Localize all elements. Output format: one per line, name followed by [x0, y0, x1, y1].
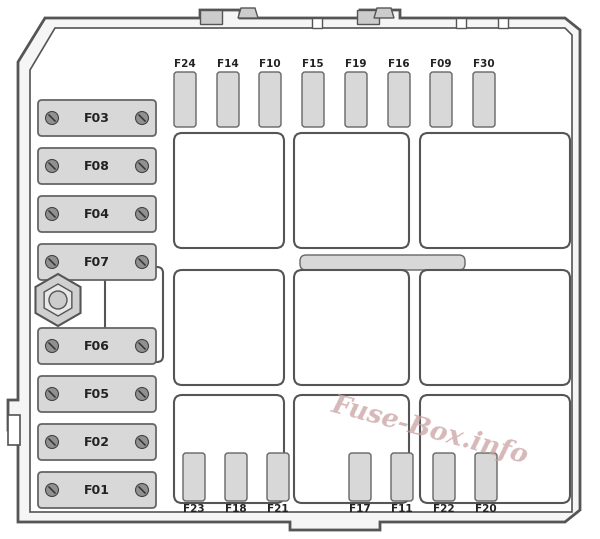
FancyBboxPatch shape: [38, 100, 156, 136]
FancyBboxPatch shape: [217, 72, 239, 127]
FancyBboxPatch shape: [475, 453, 497, 501]
Text: F03: F03: [84, 112, 110, 125]
Text: F07: F07: [84, 255, 110, 268]
Text: F16: F16: [388, 59, 410, 69]
Text: F15: F15: [302, 59, 324, 69]
Circle shape: [136, 160, 149, 172]
Text: F01: F01: [84, 483, 110, 496]
FancyBboxPatch shape: [38, 472, 156, 508]
FancyBboxPatch shape: [225, 453, 247, 501]
Text: F11: F11: [391, 504, 413, 514]
FancyBboxPatch shape: [38, 424, 156, 460]
Circle shape: [136, 340, 149, 353]
FancyBboxPatch shape: [174, 133, 284, 248]
Circle shape: [49, 291, 67, 309]
FancyBboxPatch shape: [38, 376, 156, 412]
Text: F14: F14: [217, 59, 239, 69]
Text: F20: F20: [475, 504, 497, 514]
FancyBboxPatch shape: [294, 133, 409, 248]
Text: F21: F21: [267, 504, 289, 514]
Text: F22: F22: [433, 504, 455, 514]
Text: F04: F04: [84, 208, 110, 220]
Polygon shape: [44, 284, 72, 316]
FancyBboxPatch shape: [420, 270, 570, 385]
Circle shape: [46, 436, 59, 448]
Text: Fuse-Box.info: Fuse-Box.info: [329, 392, 531, 468]
Text: F30: F30: [473, 59, 495, 69]
FancyBboxPatch shape: [302, 72, 324, 127]
Circle shape: [136, 255, 149, 268]
FancyBboxPatch shape: [391, 453, 413, 501]
Bar: [498, 18, 508, 28]
Polygon shape: [30, 28, 572, 512]
Text: F06: F06: [84, 340, 110, 353]
Polygon shape: [35, 274, 80, 326]
FancyBboxPatch shape: [174, 72, 196, 127]
Polygon shape: [374, 8, 394, 18]
FancyBboxPatch shape: [174, 270, 284, 385]
FancyBboxPatch shape: [349, 453, 371, 501]
Text: F02: F02: [84, 436, 110, 448]
FancyBboxPatch shape: [420, 133, 570, 248]
Circle shape: [46, 160, 59, 172]
FancyBboxPatch shape: [388, 72, 410, 127]
Circle shape: [46, 483, 59, 496]
Polygon shape: [8, 10, 580, 530]
Bar: [312, 18, 322, 28]
FancyBboxPatch shape: [420, 395, 570, 503]
Circle shape: [46, 112, 59, 125]
Circle shape: [136, 388, 149, 400]
Circle shape: [46, 208, 59, 220]
FancyBboxPatch shape: [38, 148, 156, 184]
Circle shape: [46, 388, 59, 400]
Text: F23: F23: [183, 504, 205, 514]
Circle shape: [46, 255, 59, 268]
FancyBboxPatch shape: [433, 453, 455, 501]
FancyBboxPatch shape: [259, 72, 281, 127]
FancyBboxPatch shape: [267, 453, 289, 501]
Text: F17: F17: [349, 504, 371, 514]
Text: F24: F24: [174, 59, 196, 69]
FancyBboxPatch shape: [174, 395, 284, 503]
FancyBboxPatch shape: [294, 270, 409, 385]
Circle shape: [46, 340, 59, 353]
FancyBboxPatch shape: [38, 244, 156, 280]
Circle shape: [136, 483, 149, 496]
Text: F08: F08: [84, 160, 110, 172]
Circle shape: [136, 112, 149, 125]
FancyBboxPatch shape: [38, 328, 156, 364]
FancyBboxPatch shape: [300, 255, 465, 270]
Text: F18: F18: [225, 504, 247, 514]
Bar: [456, 18, 466, 28]
Circle shape: [136, 436, 149, 448]
Bar: [200, 10, 222, 24]
Text: F19: F19: [345, 59, 367, 69]
Bar: [357, 10, 379, 24]
FancyBboxPatch shape: [345, 72, 367, 127]
FancyBboxPatch shape: [430, 72, 452, 127]
FancyBboxPatch shape: [38, 196, 156, 232]
FancyBboxPatch shape: [183, 453, 205, 501]
Text: F09: F09: [430, 59, 452, 69]
FancyBboxPatch shape: [473, 72, 495, 127]
Text: F05: F05: [84, 388, 110, 400]
FancyBboxPatch shape: [105, 267, 163, 362]
Circle shape: [136, 208, 149, 220]
Bar: [8, 415, 20, 445]
Polygon shape: [238, 8, 258, 18]
FancyBboxPatch shape: [294, 395, 409, 503]
Text: F10: F10: [259, 59, 281, 69]
